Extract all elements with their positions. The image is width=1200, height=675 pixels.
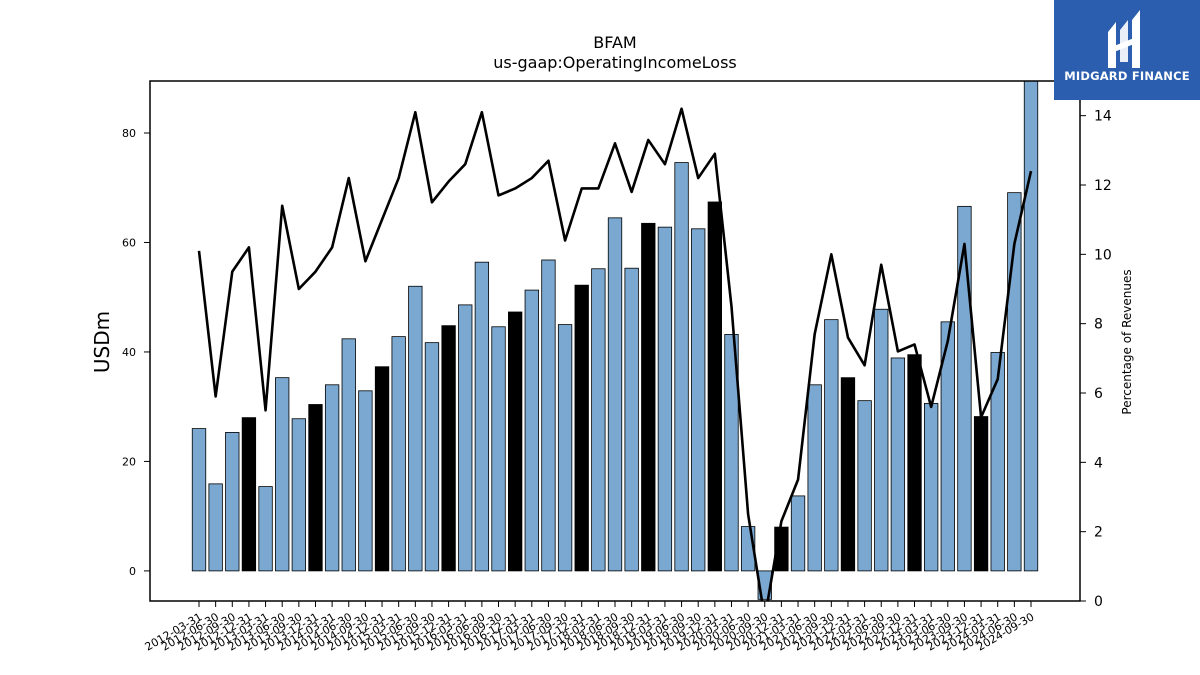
bar-2014-03-31 (324, 384, 340, 572)
bar-2017-06-30 (541, 259, 556, 572)
left-axis: 0 20 40 60 80 (122, 127, 150, 578)
bar-2018-09-30 (624, 267, 639, 572)
brand-name: MIDGARD FINANCE (1064, 69, 1190, 83)
y2-tick-label-8: 8 (1094, 317, 1103, 333)
bar-2021-03-31 (790, 495, 806, 572)
bar-2019-03-31 (657, 226, 673, 572)
brand-logo: MIDGARD FINANCE (1054, 0, 1200, 100)
bar-2013-09-30 (291, 418, 306, 572)
bar-2023-09-30 (957, 205, 972, 572)
line-layer (197, 107, 1033, 601)
bar-2012-03-31 (191, 428, 207, 572)
bar-2013-03-31 (258, 486, 273, 572)
bar-2012-09-30 (225, 432, 240, 572)
brand-logo-icon (1108, 10, 1140, 68)
bar-2014-09-30 (358, 390, 373, 572)
bar-2018-12-31 (641, 222, 656, 572)
bars-layer (191, 81, 1039, 600)
bar-2017-09-30 (557, 324, 573, 572)
bar-2013-12-31 (308, 404, 323, 572)
bar-2019-06-30 (674, 162, 689, 572)
bar-2021-09-30 (824, 319, 839, 572)
bar-2017-03-31 (524, 289, 539, 572)
bar-2019-12-31 (707, 201, 722, 572)
bar-2019-09-30 (691, 228, 706, 572)
y-tick-label-80: 80 (122, 127, 136, 140)
y-tick-label-20: 20 (122, 455, 136, 468)
bar-2023-06-30 (940, 321, 955, 572)
bar-2014-06-30 (341, 338, 356, 572)
right-axis: 0 2 4 6 8 10 12 14 (1080, 109, 1112, 610)
bar-2022-03-31 (857, 400, 872, 572)
bar-2015-03-31 (391, 336, 406, 572)
y2-tick-label-12: 12 (1094, 178, 1112, 194)
bar-2024-03-31 (990, 352, 1005, 572)
x-axis: 2012-03-312012-06-302012-09-302012-12-31… (143, 601, 1037, 654)
bar-2024-09-30 (1023, 81, 1039, 572)
bar-2018-03-31 (591, 268, 606, 572)
bar-2016-06-30 (474, 261, 490, 572)
y2-tick-label-6: 6 (1094, 386, 1103, 402)
bar-2021-12-31 (840, 377, 856, 572)
bar-2024-06-30 (1007, 192, 1022, 572)
y2-tick-label-14: 14 (1094, 109, 1112, 125)
bar-2021-06-30 (807, 384, 822, 572)
y-tick-label-0: 0 (129, 565, 136, 578)
bar-2016-09-30 (491, 326, 506, 572)
bar-2022-09-30 (890, 357, 906, 572)
y2-tick-label-4: 4 (1094, 455, 1103, 471)
bar-2015-09-30 (424, 342, 440, 572)
y2-axis-label: Percentage of Revenues (1120, 269, 1134, 414)
bar-2020-03-31 (724, 334, 739, 572)
bar-2016-12-31 (508, 311, 523, 572)
bar-2023-03-31 (924, 402, 939, 572)
bar-2017-12-31 (574, 284, 589, 572)
bar-2014-12-31 (374, 366, 390, 572)
percentage-line (197, 107, 1033, 601)
y-tick-label-60: 60 (122, 236, 136, 249)
chart-subtitle: us-gaap:OperatingIncomeLoss (493, 53, 737, 72)
y2-tick-label-2: 2 (1094, 525, 1103, 541)
bar-2023-12-31 (973, 416, 989, 572)
bar-2012-06-30 (208, 483, 223, 572)
y-tick-label-40: 40 (122, 346, 136, 359)
y2-tick-label-10: 10 (1094, 247, 1112, 263)
y2-tick-label-0: 0 (1094, 594, 1103, 610)
bar-2015-12-31 (441, 325, 456, 572)
y-axis-label: USDm (90, 311, 114, 373)
bar-2022-12-31 (907, 354, 922, 572)
bar-2016-03-31 (458, 304, 473, 572)
bar-2018-06-30 (607, 217, 623, 572)
chart-title: BFAM (593, 33, 636, 52)
bar-2013-06-30 (275, 377, 290, 572)
bar-2022-06-30 (874, 308, 889, 572)
bar-2012-12-31 (241, 417, 257, 572)
bar-2015-06-30 (408, 285, 423, 572)
